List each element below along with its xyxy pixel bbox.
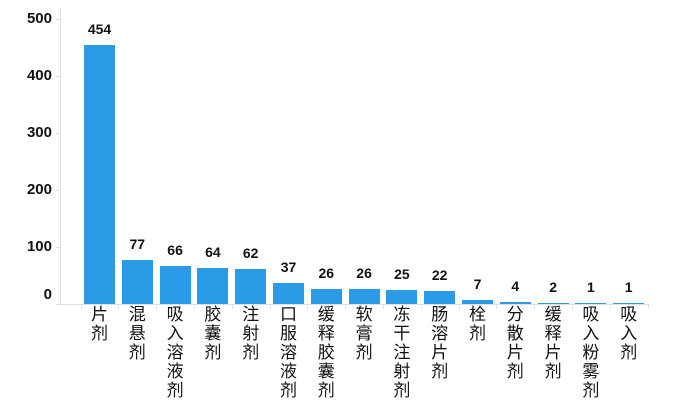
y-tick-mark xyxy=(56,190,60,191)
x-tick-mark xyxy=(156,304,158,309)
x-tick-mark xyxy=(647,304,649,309)
category-label: 肠溶片剂 xyxy=(431,305,449,382)
x-tick-mark xyxy=(496,304,498,309)
bar xyxy=(537,302,569,304)
bar xyxy=(575,302,607,304)
value-label: 454 xyxy=(87,21,112,38)
y-tick-mark xyxy=(56,304,60,305)
x-tick-mark xyxy=(345,304,347,309)
bar xyxy=(348,289,380,304)
category-label: 吸入粉雾剂 xyxy=(582,305,600,401)
x-tick-mark xyxy=(458,304,460,309)
bar xyxy=(310,289,342,304)
value-label: 7 xyxy=(473,276,482,292)
value-label: 25 xyxy=(394,265,410,282)
bar xyxy=(499,301,531,304)
y-tick-label: 500 xyxy=(26,10,52,27)
value-label: 22 xyxy=(431,267,448,284)
category-label: 冻干注射剂 xyxy=(393,305,411,401)
value-label: 26 xyxy=(356,265,372,282)
y-tick-label: 0 xyxy=(43,286,52,303)
bar xyxy=(613,302,645,304)
category-label: 吸入剂 xyxy=(620,305,638,363)
bar xyxy=(159,266,191,304)
x-tick-mark xyxy=(118,304,120,309)
category-label: 栓剂 xyxy=(469,305,486,344)
category-label: 缓释胶囊剂 xyxy=(317,305,335,401)
value-label: 37 xyxy=(280,258,297,275)
category-label: 口服溶液剂 xyxy=(280,305,297,401)
category-label: 吸入溶液剂 xyxy=(166,305,184,401)
x-tick-mark xyxy=(231,304,233,309)
y-axis-line xyxy=(60,8,61,305)
x-tick-mark xyxy=(80,304,82,309)
value-label: 26 xyxy=(318,265,335,282)
y-tick-mark xyxy=(56,133,60,134)
y-tick-label: 400 xyxy=(26,67,52,84)
bar xyxy=(424,291,456,304)
x-tick-mark xyxy=(571,304,573,309)
value-label: 66 xyxy=(167,242,183,259)
bar xyxy=(197,267,229,304)
value-label: 1 xyxy=(586,278,595,295)
category-label: 混悬剂 xyxy=(128,305,146,363)
x-tick-mark xyxy=(307,304,309,309)
category-label: 缓释片剂 xyxy=(544,305,562,382)
y-tick-label: 200 xyxy=(26,181,52,198)
category-label: 软膏剂 xyxy=(355,305,373,363)
bar xyxy=(462,300,493,304)
category-label: 片剂 xyxy=(91,305,108,344)
bar xyxy=(273,282,304,304)
y-tick-label: 100 xyxy=(26,238,52,255)
x-tick-mark xyxy=(420,304,422,309)
y-tick-mark xyxy=(56,19,60,20)
value-label: 2 xyxy=(549,278,557,295)
bar xyxy=(84,45,115,304)
bar xyxy=(121,260,153,304)
category-label: 胶囊剂 xyxy=(204,305,222,363)
x-tick-mark xyxy=(534,304,536,309)
category-label: 注射剂 xyxy=(242,305,260,363)
y-tick-mark xyxy=(56,247,60,248)
bar xyxy=(386,289,418,304)
value-label: 64 xyxy=(205,243,221,260)
value-label: 4 xyxy=(511,277,520,294)
value-label: 62 xyxy=(242,244,259,261)
x-tick-mark xyxy=(382,304,384,309)
value-label: 1 xyxy=(624,278,633,295)
y-tick-mark xyxy=(56,76,60,77)
value-label: 77 xyxy=(129,236,146,253)
y-tick-label: 300 xyxy=(26,124,52,141)
x-tick-mark xyxy=(193,304,195,309)
x-tick-mark xyxy=(269,304,271,309)
category-label: 分散片剂 xyxy=(506,305,524,382)
x-tick-mark xyxy=(609,304,611,309)
x-axis-line xyxy=(60,304,648,305)
bar xyxy=(235,268,267,304)
